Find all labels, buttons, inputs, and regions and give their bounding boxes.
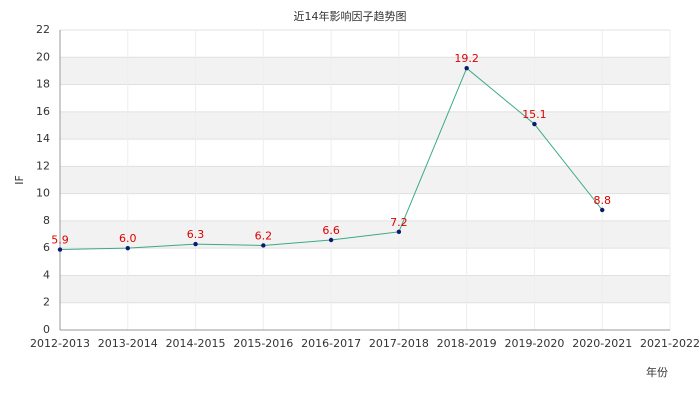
value-label: 15.1 (522, 108, 547, 121)
y-tick-label: 18 (36, 78, 50, 91)
y-tick-label: 14 (36, 132, 50, 145)
point (193, 241, 198, 247)
point (125, 245, 130, 251)
grid-band (60, 111, 670, 140)
point (261, 243, 266, 248)
value-label: 5.9 (51, 234, 69, 247)
value-label: 7.2 (390, 216, 408, 229)
x-tick-label: 2019-2020 (504, 337, 564, 350)
grid-band (60, 220, 670, 249)
y-tick-label: 4 (43, 268, 50, 281)
x-tick-label: 2017-2018 (369, 337, 429, 350)
point (464, 65, 469, 71)
grid-band (60, 57, 670, 85)
value-label: 6.3 (187, 228, 205, 241)
value-label: 19.2 (454, 52, 479, 65)
y-tick-label: 22 (36, 23, 50, 36)
y-tick-label: 8 (43, 214, 50, 227)
x-tick-label: 2015-2016 (233, 337, 293, 350)
y-tick-label: 2 (43, 296, 50, 309)
x-tick-label: 2012-2013 (30, 337, 90, 350)
x-tick-label: 2014-2015 (166, 337, 226, 350)
x-tick-label: 2021-2022 (640, 337, 700, 350)
point (532, 121, 537, 127)
grid-band (60, 166, 670, 194)
value-label: 6.2 (255, 229, 273, 242)
x-tick-label: 2018-2019 (437, 337, 497, 350)
x-tick-label: 2016-2017 (301, 337, 361, 350)
x-tick-label: 2013-2014 (98, 337, 158, 350)
value-label: 6.6 (322, 224, 340, 237)
x-axis-label: 年份 (646, 365, 668, 379)
y-tick-label: 16 (36, 105, 50, 118)
y-tick-label: 10 (36, 187, 50, 200)
y-tick-label: 12 (36, 159, 50, 172)
point (57, 247, 63, 252)
grid-band (60, 275, 670, 303)
x-tick-label: 2020-2021 (572, 337, 632, 350)
value-label: 6.0 (119, 232, 137, 245)
value-label: 8.8 (593, 194, 611, 207)
y-tick-label: 0 (43, 323, 50, 336)
point (396, 229, 402, 235)
chart-title: 近14年影响因子趋势图 (294, 9, 407, 23)
y-tick-label: 20 (36, 50, 50, 63)
point (328, 237, 334, 243)
y-tick-label: 6 (43, 241, 50, 254)
y-axis-label: IF (13, 175, 26, 185)
point (600, 207, 605, 213)
